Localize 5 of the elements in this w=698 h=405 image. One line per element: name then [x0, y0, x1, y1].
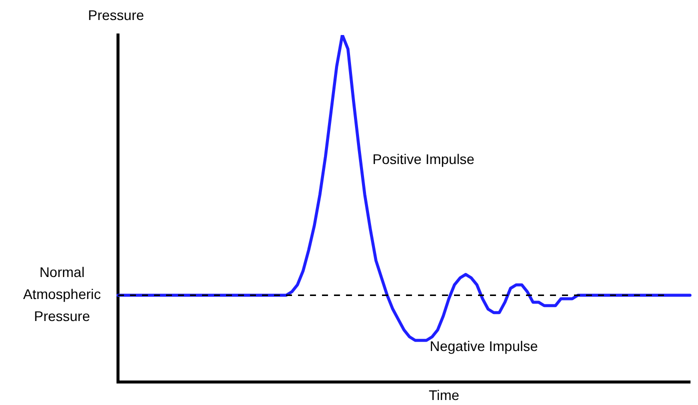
x-axis-title: Time — [428, 386, 460, 403]
ref-line-label: Normal Atmospheric Pressure — [23, 264, 101, 324]
y-axis-title: Pressure — [88, 6, 144, 23]
annotation: Negative Impulse — [430, 338, 538, 354]
annotation: Positive Impulse — [372, 150, 475, 167]
